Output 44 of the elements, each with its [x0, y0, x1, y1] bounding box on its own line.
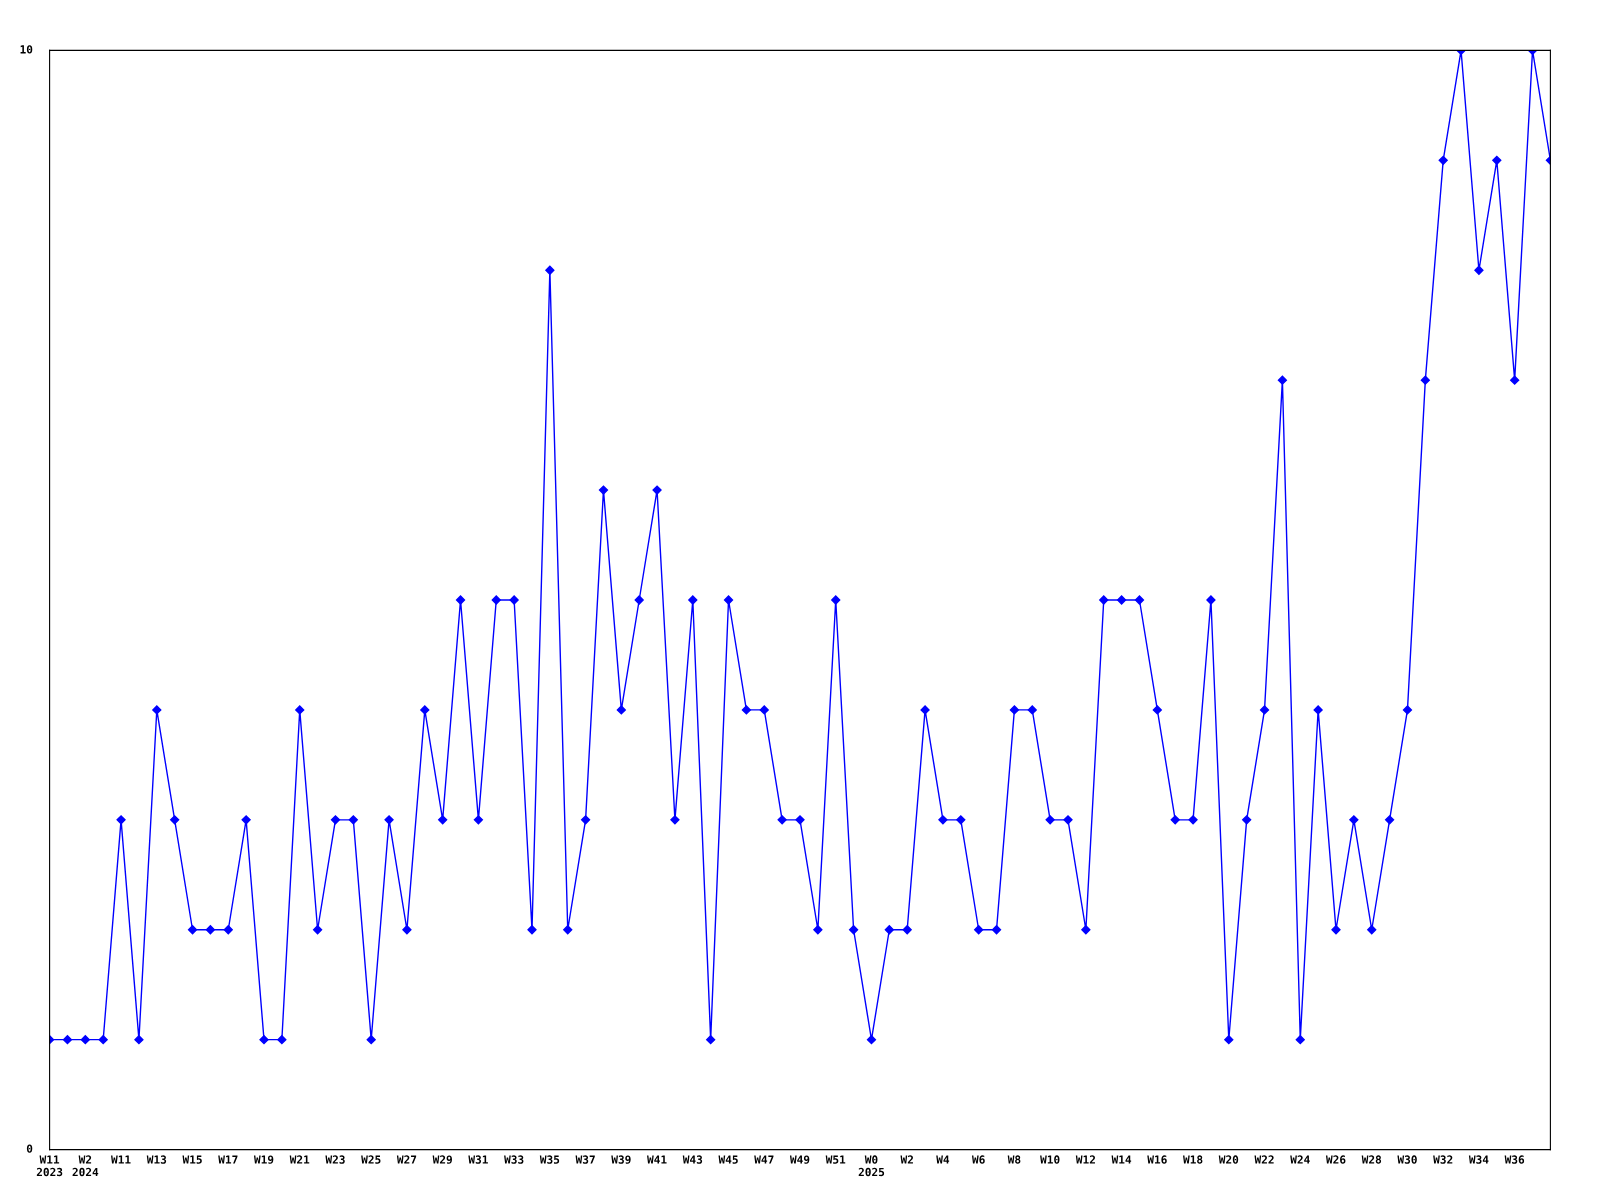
x-tick-label: W51	[825, 1155, 846, 1164]
x-tick-label: W14	[1111, 1155, 1132, 1164]
x-tick-label: W16	[1147, 1155, 1167, 1164]
x-tick-label: W25	[361, 1155, 381, 1164]
x-tick-label: W41	[647, 1155, 667, 1164]
x-tick-label: W21	[289, 1155, 310, 1164]
x-tick-label: W18	[1183, 1155, 1203, 1164]
x-tick-label: W27	[396, 1155, 417, 1164]
x-tick-label: W31	[468, 1155, 488, 1164]
x-tick-label: W36	[1504, 1155, 1525, 1164]
x-tick-label: W2 2024	[72, 1155, 99, 1177]
x-tick-label: W29	[432, 1155, 452, 1164]
x-tick-label: W8	[1007, 1155, 1021, 1164]
x-tick-label: W39	[611, 1155, 631, 1164]
x-tick-label: W45	[718, 1155, 738, 1164]
x-tick-label: W24	[1290, 1155, 1310, 1164]
x-tick-label: W17	[218, 1155, 238, 1164]
x-tick-label: W6	[971, 1155, 985, 1164]
x-tick-label: W19	[253, 1155, 274, 1164]
x-tick-label: W11 2023	[36, 1155, 63, 1177]
x-tick-label: W4	[936, 1155, 950, 1164]
x-tick-label: W23	[325, 1155, 345, 1164]
x-tick-label: W22	[1254, 1155, 1274, 1164]
x-tick-label: W34	[1468, 1155, 1489, 1164]
y-tick-label: 0	[26, 1144, 33, 1153]
x-tick-label: W12	[1075, 1155, 1095, 1164]
x-tick-label: W47	[754, 1155, 774, 1164]
y-tick-label: 10	[20, 45, 33, 54]
x-tick-label: W43	[682, 1155, 703, 1164]
x-tick-label: W20	[1218, 1155, 1239, 1164]
x-tick-label: W32	[1433, 1155, 1453, 1164]
x-tick-label: W11	[111, 1155, 131, 1164]
x-tick-label: W13	[146, 1155, 167, 1164]
x-tick-label: W49	[789, 1155, 810, 1164]
x-tick-label: W15	[182, 1155, 202, 1164]
x-tick-label: W26	[1325, 1155, 1346, 1164]
x-tick-label: W0 2025	[858, 1155, 885, 1177]
x-tick-label: W10	[1040, 1155, 1060, 1164]
x-tick-label: W30	[1397, 1155, 1417, 1164]
x-tick-label: W2	[900, 1155, 913, 1164]
x-tick-label: W35	[539, 1155, 560, 1164]
x-tick-label: W28	[1361, 1155, 1382, 1164]
x-tick-label: W37	[575, 1155, 595, 1164]
x-tick-label: W33	[504, 1155, 524, 1164]
